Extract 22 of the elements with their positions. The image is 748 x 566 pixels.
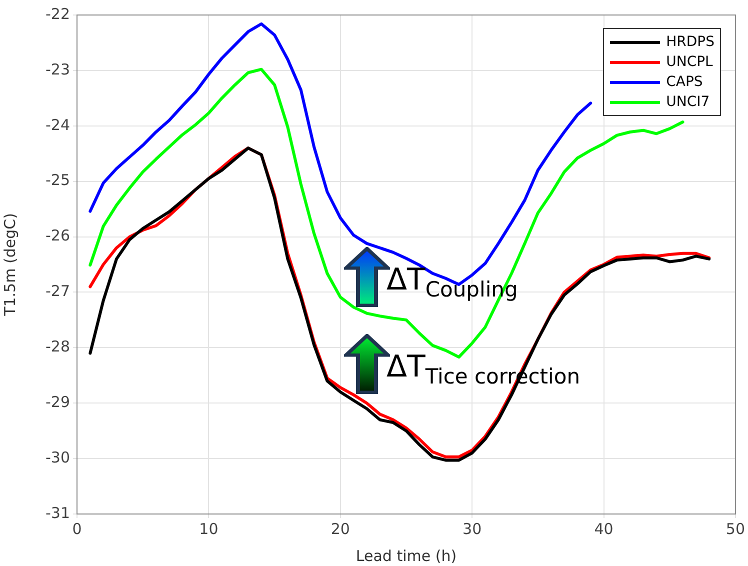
y-tick-label: -29	[46, 393, 70, 411]
y-tick-label: -27	[46, 282, 70, 300]
y-tick-label: -23	[46, 60, 70, 78]
x-tick-label: 30	[462, 520, 482, 538]
y-tick-label: -22	[46, 4, 70, 23]
y-tick-label: -31	[46, 504, 70, 522]
y-tick-label: -25	[46, 171, 70, 190]
y-axis-title: T1.5m (degC)	[0, 213, 19, 317]
legend-label: HRDPS	[666, 34, 714, 50]
x-tick-label: 50	[726, 520, 746, 538]
x-tick-label: 0	[72, 520, 82, 538]
x-tick-label: 20	[330, 520, 350, 538]
legend-label: UNCPL	[666, 54, 713, 70]
legend-label: UNCI7	[666, 94, 710, 110]
legend-label: CAPS	[666, 74, 703, 90]
y-tick-label: -26	[46, 226, 70, 245]
x-tick-label: 10	[199, 520, 218, 538]
x-tick-label: 40	[594, 520, 614, 538]
y-tick-label: -28	[46, 338, 70, 356]
y-tick-label: -24	[46, 116, 70, 134]
y-tick-label: -30	[46, 448, 70, 466]
x-axis-title: Lead time (h)	[356, 546, 457, 565]
